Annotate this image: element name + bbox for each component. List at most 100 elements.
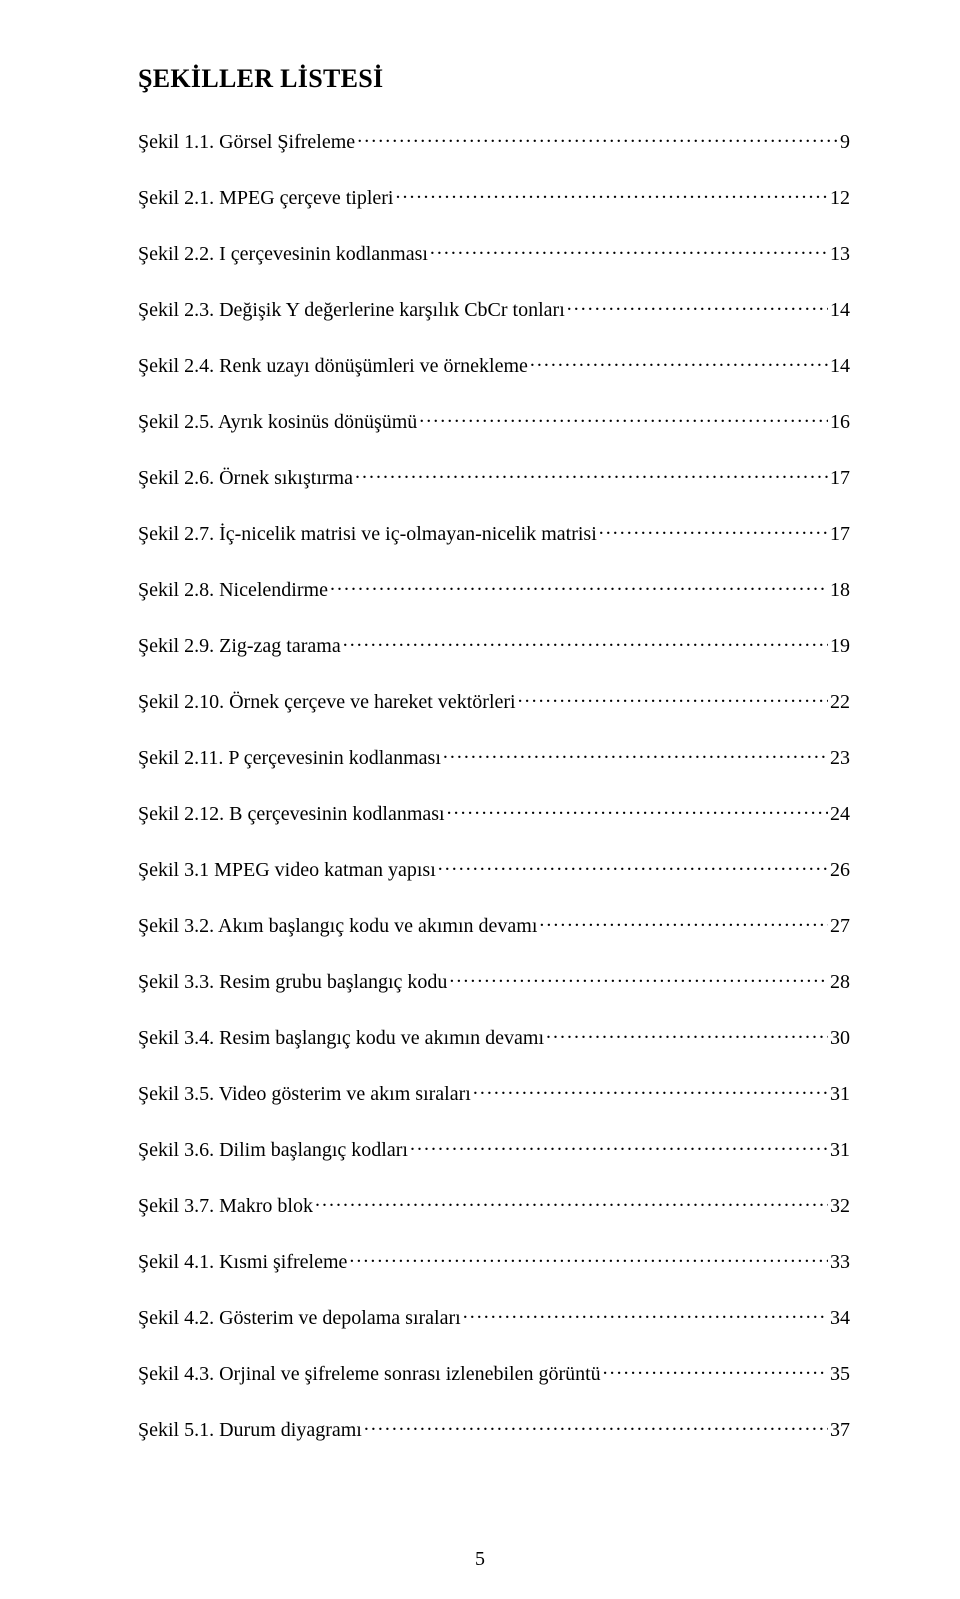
toc-entry: Şekil 3.3. Resim grubu başlangıç kodu 28 [138, 968, 850, 994]
toc-entry-label: Şekil 2.2. I çerçevesinin kodlanması [138, 242, 428, 266]
toc-entry-label: Şekil 4.3. Orjinal ve şifreleme sonrası … [138, 1362, 601, 1386]
toc-entry: Şekil 4.3. Orjinal ve şifreleme sonrası … [138, 1360, 850, 1386]
toc-entry: Şekil 2.10. Örnek çerçeve ve hareket vek… [138, 688, 850, 714]
page-number: 5 [0, 1548, 960, 1571]
toc-leader-dots [530, 352, 828, 372]
toc-leader-dots [546, 1024, 828, 1044]
toc-leader-dots [330, 576, 828, 596]
toc-entry-page: 35 [830, 1362, 850, 1386]
toc-entry-label: Şekil 2.7. İç-nicelik matrisi ve iç-olma… [138, 522, 597, 546]
toc-entry: Şekil 2.12. B çerçevesinin kodlanması 24 [138, 800, 850, 826]
toc-entry-label: Şekil 2.1. MPEG çerçeve tipleri [138, 186, 394, 210]
toc-leader-dots [419, 408, 828, 428]
toc-entry: Şekil 2.5. Ayrık kosinüs dönüşümü 16 [138, 408, 850, 434]
toc-leader-dots [349, 1248, 828, 1268]
toc-entry-page: 31 [830, 1082, 850, 1106]
toc-entry-label: Şekil 3.2. Akım başlangıç kodu ve akımın… [138, 914, 537, 938]
toc-entry: Şekil 3.5. Video gösterim ve akım sırala… [138, 1080, 850, 1106]
toc-entry-label: Şekil 1.1. Görsel Şifreleme [138, 130, 355, 154]
toc-leader-dots [364, 1416, 828, 1436]
toc-entry-label: Şekil 5.1. Durum diyagramı [138, 1418, 362, 1442]
toc-entry: Şekil 2.6. Örnek sıkıştırma 17 [138, 464, 850, 490]
toc-entry-label: Şekil 2.8. Nicelendirme [138, 578, 328, 602]
toc-entry-label: Şekil 2.6. Örnek sıkıştırma [138, 466, 353, 490]
toc-entry-page: 30 [830, 1026, 850, 1050]
toc-entry-page: 32 [830, 1194, 850, 1218]
toc-leader-dots [518, 688, 828, 708]
toc-entry-label: Şekil 2.5. Ayrık kosinüs dönüşümü [138, 410, 417, 434]
toc-entry-page: 28 [830, 970, 850, 994]
toc-entry-page: 31 [830, 1138, 850, 1162]
page-title: ŞEKİLLER LİSTESİ [138, 64, 850, 94]
toc-leader-dots [355, 464, 828, 484]
toc-entry: Şekil 3.2. Akım başlangıç kodu ve akımın… [138, 912, 850, 938]
document-page: ŞEKİLLER LİSTESİ Şekil 1.1. Görsel Şifre… [0, 0, 960, 1599]
toc-leader-dots [438, 856, 828, 876]
toc-leader-dots [449, 968, 828, 988]
toc-entry: Şekil 3.6. Dilim başlangıç kodları 31 [138, 1136, 850, 1162]
toc-entry: Şekil 2.3. Değişik Y değerlerine karşılı… [138, 296, 850, 322]
toc-leader-dots [357, 128, 838, 148]
toc-entry: Şekil 2.1. MPEG çerçeve tipleri 12 [138, 184, 850, 210]
toc-entry: Şekil 2.2. I çerçevesinin kodlanması 13 [138, 240, 850, 266]
toc-entry: Şekil 5.1. Durum diyagramı 37 [138, 1416, 850, 1442]
toc-entry-page: 18 [830, 578, 850, 602]
toc-entry-label: Şekil 3.6. Dilim başlangıç kodları [138, 1138, 408, 1162]
list-of-figures: Şekil 1.1. Görsel Şifreleme 9 Şekil 2.1. M… [138, 128, 850, 1442]
toc-entry-label: Şekil 4.1. Kısmi şifreleme [138, 1250, 347, 1274]
toc-entry: Şekil 2.11. P çerçevesinin kodlanması 23 [138, 744, 850, 770]
toc-entry-label: Şekil 3.5. Video gösterim ve akım sırala… [138, 1082, 471, 1106]
toc-entry-page: 13 [830, 242, 850, 266]
toc-leader-dots [473, 1080, 828, 1100]
toc-leader-dots [539, 912, 828, 932]
toc-entry: Şekil 1.1. Görsel Şifreleme 9 [138, 128, 850, 154]
toc-entry-page: 33 [830, 1250, 850, 1274]
toc-entry-label: Şekil 2.11. P çerçevesinin kodlanması [138, 746, 441, 770]
toc-entry: Şekil 4.1. Kısmi şifreleme 33 [138, 1248, 850, 1274]
toc-entry-page: 17 [830, 466, 850, 490]
toc-entry-page: 37 [830, 1418, 850, 1442]
toc-entry: Şekil 2.9. Zig-zag tarama 19 [138, 632, 850, 658]
toc-entry-label: Şekil 2.12. B çerçevesinin kodlanması [138, 802, 445, 826]
toc-entry-page: 16 [830, 410, 850, 434]
toc-entry: Şekil 2.4. Renk uzayı dönüşümleri ve örn… [138, 352, 850, 378]
toc-leader-dots [443, 744, 828, 764]
toc-entry-label: Şekil 4.2. Gösterim ve depolama sıraları [138, 1306, 461, 1330]
toc-entry-label: Şekil 2.10. Örnek çerçeve ve hareket vek… [138, 690, 516, 714]
toc-entry-page: 23 [830, 746, 850, 770]
toc-entry-label: Şekil 3.7. Makro blok [138, 1194, 313, 1218]
toc-entry-label: Şekil 2.9. Zig-zag tarama [138, 634, 341, 658]
toc-entry-page: 9 [840, 130, 850, 154]
toc-entry: Şekil 4.2. Gösterim ve depolama sıraları… [138, 1304, 850, 1330]
toc-entry-page: 12 [830, 186, 850, 210]
toc-leader-dots [396, 184, 829, 204]
toc-entry-label: Şekil 2.3. Değişik Y değerlerine karşılı… [138, 298, 565, 322]
toc-leader-dots [315, 1192, 828, 1212]
toc-entry: Şekil 3.4. Resim başlangıç kodu ve akımı… [138, 1024, 850, 1050]
toc-leader-dots [343, 632, 828, 652]
toc-entry: Şekil 3.1 MPEG video katman yapısı 26 [138, 856, 850, 882]
toc-entry-label: Şekil 3.3. Resim grubu başlangıç kodu [138, 970, 447, 994]
toc-entry-label: Şekil 3.1 MPEG video katman yapısı [138, 858, 436, 882]
toc-entry-page: 19 [830, 634, 850, 658]
toc-entry-page: 14 [830, 298, 850, 322]
toc-entry: Şekil 2.8. Nicelendirme 18 [138, 576, 850, 602]
toc-leader-dots [430, 240, 828, 260]
toc-entry-page: 34 [830, 1306, 850, 1330]
toc-entry-page: 22 [830, 690, 850, 714]
toc-entry-page: 27 [830, 914, 850, 938]
toc-entry-label: Şekil 3.4. Resim başlangıç kodu ve akımı… [138, 1026, 544, 1050]
toc-entry-label: Şekil 2.4. Renk uzayı dönüşümleri ve örn… [138, 354, 528, 378]
toc-leader-dots [463, 1304, 828, 1324]
toc-leader-dots [599, 520, 828, 540]
toc-entry: Şekil 3.7. Makro blok 32 [138, 1192, 850, 1218]
toc-leader-dots [447, 800, 828, 820]
toc-leader-dots [567, 296, 828, 316]
toc-entry-page: 14 [830, 354, 850, 378]
toc-entry-page: 26 [830, 858, 850, 882]
toc-leader-dots [410, 1136, 828, 1156]
toc-entry: Şekil 2.7. İç-nicelik matrisi ve iç-olma… [138, 520, 850, 546]
toc-entry-page: 24 [830, 802, 850, 826]
toc-leader-dots [603, 1360, 828, 1380]
toc-entry-page: 17 [830, 522, 850, 546]
